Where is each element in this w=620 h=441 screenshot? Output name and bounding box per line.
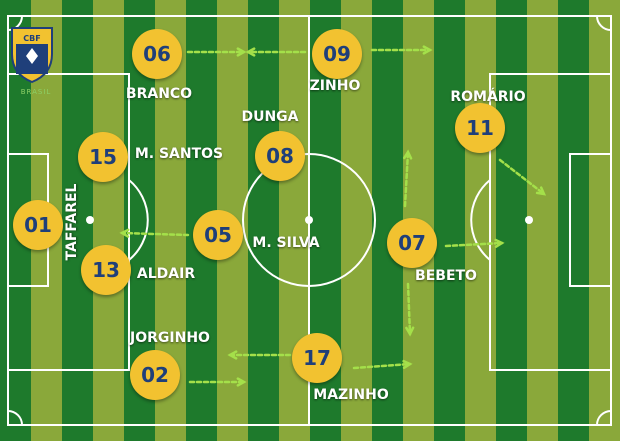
player-05-name: M. SILVA [252, 235, 320, 251]
movement-arrow [444, 241, 504, 248]
grass-stripe [93, 0, 124, 441]
player-13-name: ALDAIR [136, 266, 196, 282]
arrow-head [119, 228, 130, 238]
player-11-name: ROMÁRIO [450, 89, 526, 105]
left-penalty-arc [128, 179, 149, 261]
right-penalty-spot [525, 216, 533, 224]
arrow-head [245, 47, 256, 57]
center-spot [305, 216, 313, 224]
movement-arrow [120, 231, 190, 237]
player-15-badge[interactable]: 15 [78, 132, 128, 182]
player-01-name: TAFFAREL [64, 183, 80, 261]
grass-stripe [248, 0, 279, 441]
player-09-name: ZINHO [309, 78, 361, 94]
corner-arc [7, 15, 23, 31]
movement-arrow [406, 282, 412, 336]
grass-stripe [496, 0, 527, 441]
grass-stripe [589, 0, 620, 441]
movement-arrow [498, 158, 546, 196]
grass-stripe [434, 0, 465, 441]
movement-arrow [403, 150, 410, 208]
arrow-head [236, 47, 247, 57]
player-13-badge[interactable]: 13 [81, 245, 131, 295]
arrow-head [236, 377, 247, 387]
arrow-head [227, 350, 238, 360]
arrow-head [494, 238, 505, 248]
left-penalty-spot [86, 216, 94, 224]
player-07-badge[interactable]: 07 [387, 218, 437, 268]
player-08-badge[interactable]: 08 [255, 131, 305, 181]
corner-arc [7, 410, 23, 426]
grass-stripe [558, 0, 589, 441]
grass-stripe [465, 0, 496, 441]
player-06-name: BRANCO [125, 86, 193, 102]
player-01-badge[interactable]: 01 [13, 200, 63, 250]
arrow-head [422, 45, 433, 55]
center-circle [242, 153, 376, 287]
player-09-badge[interactable]: 09 [312, 29, 362, 79]
player-08-name: DUNGA [241, 109, 299, 125]
crest-text: CBF [23, 34, 40, 43]
arrow-head [402, 359, 413, 370]
player-07-name: BEBETO [415, 268, 477, 284]
player-02-badge[interactable]: 02 [130, 350, 180, 400]
cbf-crest: CBF BRASIL [8, 24, 56, 96]
crest-caption: BRASIL [20, 88, 52, 96]
player-05-badge[interactable]: 05 [193, 210, 243, 260]
arrow-head [403, 149, 413, 160]
right-goal-box [569, 153, 612, 287]
arrow-head [535, 186, 547, 196]
corner-arc [596, 410, 612, 426]
player-17-name: MAZINHO [313, 387, 389, 403]
right-penalty-arc [470, 179, 491, 261]
player-17-badge[interactable]: 17 [292, 333, 342, 383]
arrow-head [405, 326, 415, 337]
player-02-name: JORGINHO [130, 330, 210, 346]
player-15-name: M. SANTOS [134, 146, 224, 162]
player-06-badge[interactable]: 06 [132, 29, 182, 79]
movement-arrow [352, 362, 412, 370]
corner-arc [596, 15, 612, 31]
player-11-badge[interactable]: 11 [455, 103, 505, 153]
